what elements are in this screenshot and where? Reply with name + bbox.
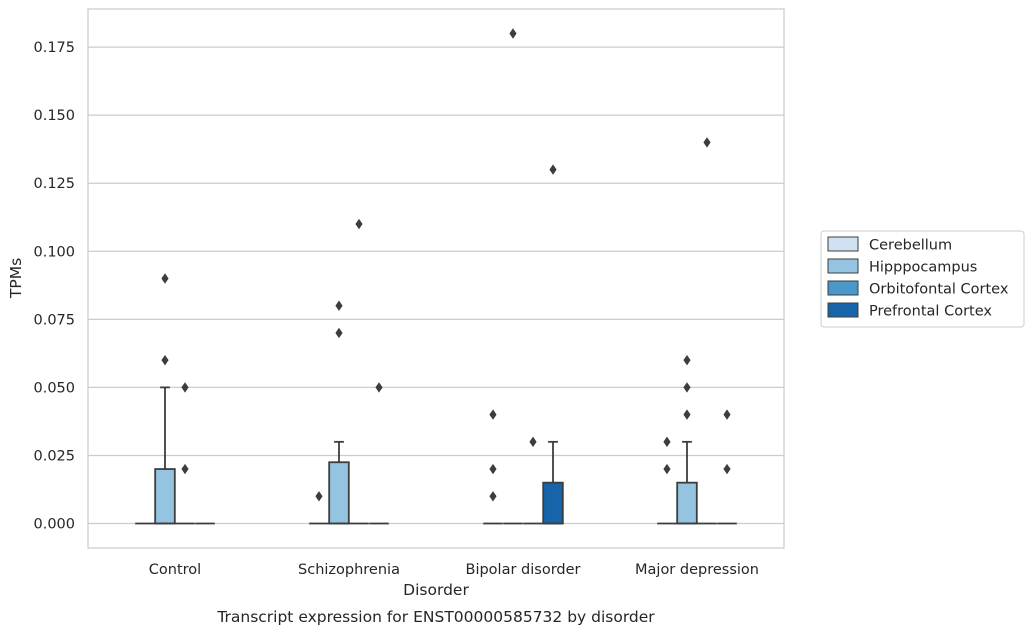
plot-background xyxy=(88,9,784,548)
outlier-point xyxy=(683,409,691,420)
y-tick-label: 0.025 xyxy=(33,448,75,464)
box-cerebellum xyxy=(657,436,677,525)
x-tick-label: Bipolar disorder xyxy=(466,562,581,578)
gridlines xyxy=(88,46,784,525)
outlier-point xyxy=(509,28,517,39)
x-tick-labels: Control Schizophrenia Bipolar disorder Majo… xyxy=(149,562,759,578)
box-hipppocampus xyxy=(676,354,698,525)
legend-label: Cerebellum xyxy=(869,238,952,254)
box xyxy=(676,481,698,525)
x-tick-label: Schizophrenia xyxy=(298,562,400,578)
outlier-point xyxy=(375,382,383,393)
box-orbitofontal-cortex xyxy=(697,137,717,525)
box-orbitofontal-cortex xyxy=(175,382,195,525)
outlier-point xyxy=(181,463,189,475)
box-orbitofontal-cortex xyxy=(523,436,543,525)
legend-swatch xyxy=(827,302,859,318)
y-tick-label: 0.175 xyxy=(33,40,75,56)
legend-swatch xyxy=(827,280,859,296)
y-axis-label: TPMs xyxy=(7,258,25,299)
y-tick-label: 0.125 xyxy=(33,176,75,192)
box xyxy=(542,481,564,525)
outlier-point xyxy=(181,382,189,393)
outlier-point xyxy=(723,409,731,420)
outlier-point xyxy=(489,491,497,502)
legend-label: Hipppocampus xyxy=(869,260,977,276)
y-tick-labels: 0.000 0.025 0.050 0.075 0.100 0.125 0.150 0.175 xyxy=(33,40,75,532)
outlier-point xyxy=(723,463,731,475)
legend-frame xyxy=(820,230,1025,328)
box-cerebellum xyxy=(483,409,503,525)
y-tick-label: 0.000 xyxy=(33,517,75,533)
box-hipppocampus xyxy=(328,300,350,525)
outlier-point xyxy=(315,491,323,502)
box-hipppocampus xyxy=(154,273,176,525)
legend-swatch xyxy=(827,258,859,274)
box-groups xyxy=(135,28,737,525)
box xyxy=(154,468,176,525)
x-tick-label: Major depression xyxy=(635,562,759,578)
box-orbitofontal-cortex xyxy=(349,218,369,525)
outlier-point xyxy=(335,327,343,339)
outlier-point xyxy=(489,463,497,475)
box-prefrontal-cortex xyxy=(369,382,389,525)
outlier-point xyxy=(355,218,363,230)
legend-label: Prefrontal Cortex xyxy=(869,304,992,320)
outlier-point xyxy=(683,354,691,366)
legend-label: Orbitofontal Cortex xyxy=(869,282,1009,298)
outlier-point xyxy=(663,436,671,448)
y-tick-label: 0.050 xyxy=(33,380,75,396)
chart-title: Transcript expression for ENST0000058573… xyxy=(216,608,655,626)
box xyxy=(328,461,350,525)
y-tick-label: 0.075 xyxy=(33,312,75,328)
outlier-point xyxy=(161,354,169,366)
x-axis-label: Disorder xyxy=(403,581,469,599)
plot-frame xyxy=(87,8,785,549)
legend-swatch xyxy=(827,236,859,252)
x-tick-label: Control xyxy=(149,562,201,578)
outlier-point xyxy=(489,409,497,420)
box-cerebellum xyxy=(309,491,329,525)
outlier-point xyxy=(683,382,691,393)
outlier-point xyxy=(335,300,343,311)
y-tick-label: 0.100 xyxy=(33,244,75,260)
box-prefrontal-cortex xyxy=(717,409,737,525)
y-tick-label: 0.150 xyxy=(33,108,75,124)
outlier-point xyxy=(161,273,169,284)
box-hipppocampus xyxy=(503,28,523,525)
outlier-point xyxy=(549,164,557,175)
outlier-point xyxy=(663,463,671,475)
legend: Cerebellum Hipppocampus Orbitofontal Corte… xyxy=(820,230,1025,328)
outlier-point xyxy=(529,436,537,448)
outlier-point xyxy=(703,137,711,148)
box-prefrontal-cortex xyxy=(542,164,564,525)
